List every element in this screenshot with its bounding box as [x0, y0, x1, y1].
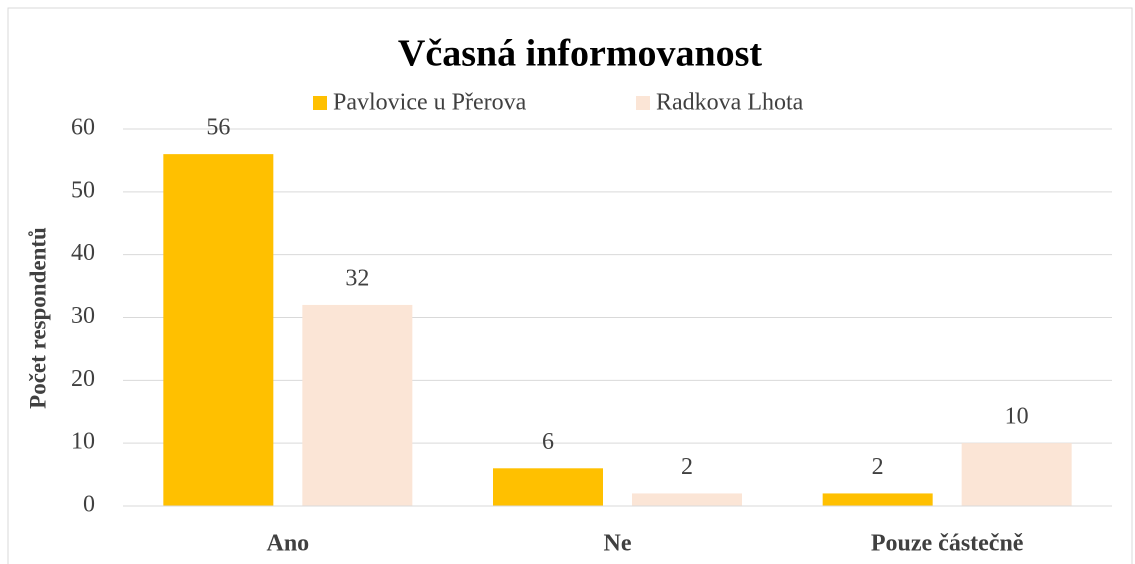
data-label: 2	[681, 454, 693, 480]
bar	[493, 468, 603, 506]
x-tick-label: Ano	[266, 531, 309, 557]
data-label: 10	[1005, 404, 1029, 430]
data-label: 2	[872, 454, 884, 480]
legend-label: Pavlovice u Přerova	[333, 90, 527, 116]
data-label: 32	[345, 265, 369, 291]
bar	[163, 154, 274, 506]
x-tick-label: Pouze částečně	[871, 531, 1024, 557]
data-label: 56	[206, 115, 230, 141]
legend-swatch	[313, 96, 327, 110]
y-tick-label: 30	[71, 303, 95, 329]
data-label: 6	[542, 429, 554, 455]
x-tick-label: Ne	[604, 531, 632, 557]
y-axis-title: Počet respondentů	[25, 227, 50, 409]
y-tick-label: 20	[71, 366, 95, 392]
legend-swatch	[636, 96, 650, 110]
y-tick-label: 0	[83, 492, 95, 518]
chart-title: Včasná informovanost	[398, 33, 763, 75]
legend-label: Radkova Lhota	[656, 90, 804, 116]
y-tick-label: 10	[71, 429, 95, 455]
y-tick-label: 50	[71, 177, 95, 203]
y-tick-label: 40	[71, 240, 95, 266]
y-tick-label: 60	[71, 115, 95, 141]
bar	[961, 443, 1072, 506]
bar	[302, 304, 413, 506]
bar	[822, 493, 933, 506]
bar	[632, 493, 742, 506]
